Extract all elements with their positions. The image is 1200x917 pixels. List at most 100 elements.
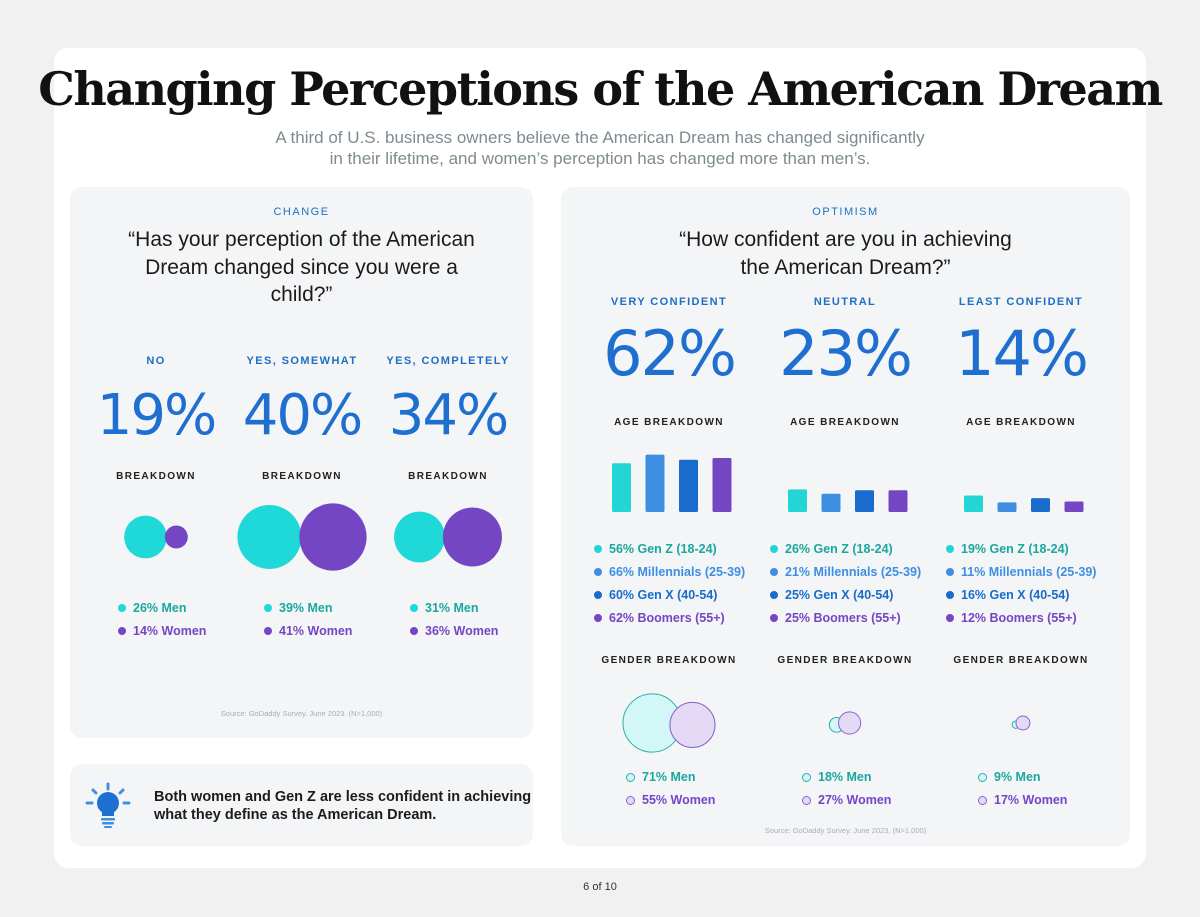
bar-boomers [888,490,908,512]
legend-gen-z: 26% Gen Z (18-24) [770,542,893,556]
legend-women: 55% Women [626,793,715,807]
age-breakdown-label: AGE BREAKDOWN [790,417,900,428]
legend-men: 26% Men [118,601,187,615]
legend-dot [118,627,126,635]
bar-boomers [712,458,732,512]
answer-percent: 34% [388,383,509,448]
answer-column: NO 19% BREAKDOWN 26% Men 14% Women [83,187,229,738]
confidence-percent: 14% [955,317,1089,390]
answer-column: YES, SOMEWHAT 40% BREAKDOWN 39% Men 41% Wome… [229,187,375,738]
legend-dot [770,614,778,622]
legend-text: 9% Men [994,770,1041,784]
bar-gen-x [1031,498,1050,512]
confidence-column: LEAST CONFIDENT 14% AGE BREAKDOWN 19% Gen Z… [933,187,1109,846]
legend-text: 17% Women [994,793,1068,807]
optimism-question: “How confident are you in achieving the … [561,226,1130,281]
legend-dot [802,795,811,805]
question-line: Dream changed since you were a [145,255,458,279]
legend-millennials: 66% Millennials (25-39) [594,565,745,579]
legend-dot [946,545,954,553]
bar-gen-x [679,459,698,512]
age-bar-chart [788,489,908,512]
bar-gen-z [964,495,983,512]
legend-dot [946,614,954,622]
legend-text: 25% Boomers (55+) [785,611,901,625]
optimism-kicker: OPTIMISM [812,206,879,218]
bar-millennials [821,493,841,512]
legend-women: 14% Women [118,624,206,638]
breakdown-label: BREAKDOWN [116,471,196,482]
legend-dot [264,604,272,612]
legend-dot [594,591,602,599]
tip-line: Both women and Gen Z are less confident … [154,789,532,805]
lightbulb-icon [85,782,131,828]
gender-bubbles [1011,715,1031,731]
question-line: the American Dream?” [740,255,951,279]
answer-label: NO [146,355,166,367]
gender-bubbles [237,503,367,571]
legend-men: 9% Men [978,770,1041,784]
gender-bubbles [622,693,716,753]
change-kicker: CHANGE [273,206,330,218]
women-bubble [164,525,188,549]
legend-women: 36% Women [410,624,498,638]
legend-men: 18% Men [802,770,872,784]
legend-men: 31% Men [410,601,479,615]
confidence-label: LEAST CONFIDENT [958,296,1084,308]
page-title: Changing Perceptions of the American Dre… [38,62,1163,116]
legend-gen-z: 19% Gen Z (18-24) [946,542,1069,556]
legend-text: 66% Millennials (25-39) [609,565,746,579]
legend-dot [594,568,602,576]
legend-dot [594,545,602,553]
legend-women: 17% Women [978,793,1067,807]
legend-text: 41% Women [279,624,353,638]
legend-text: 62% Boomers (55+) [609,611,725,625]
legend-dot [770,591,778,599]
optimism-panel: OPTIMISM “How confident are you in achie… [561,187,1130,846]
change-question: “Has your perception of the American Dre… [70,226,533,309]
legend-text: 16% Gen X (40-54) [961,588,1070,602]
legend-dot [118,604,126,612]
subtitle-line: in their lifetime, and women’s perceptio… [329,149,871,168]
age-bar-chart [964,495,1084,512]
age-breakdown-label: AGE BREAKDOWN [966,417,1076,428]
legend-text: 26% Gen Z (18-24) [785,542,893,556]
breakdown-label: BREAKDOWN [262,471,342,482]
answer-label: YES, COMPLETELY [386,355,510,367]
gender-bubbles [828,711,862,735]
legend-dot [770,568,778,576]
gender-breakdown-label: GENDER BREAKDOWN [777,655,913,666]
legend-text: 56% Gen Z (18-24) [609,542,717,556]
answer-label: YES, SOMEWHAT [246,355,358,367]
legend-dot [978,772,987,782]
legend-dot [410,627,418,635]
age-bar-chart [612,454,732,512]
question-line: “How confident are you in achieving [679,228,1012,251]
gender-bubbles [394,507,502,567]
change-panel: CHANGE “Has your perception of the Ameri… [70,187,533,738]
women-bubble [299,503,367,571]
legend-gen-x: 60% Gen X (40-54) [594,588,717,602]
page-subtitle: A third of U.S. business owners believe … [0,127,1200,169]
legend-boomers: 25% Boomers (55+) [770,611,901,625]
legend-text: 14% Women [133,624,207,638]
insight-tip: Both women and Gen Z are less confident … [70,764,533,846]
confidence-percent: 23% [779,317,913,390]
legend-millennials: 21% Millennials (25-39) [770,565,921,579]
bar-millennials [997,502,1017,512]
legend-boomers: 12% Boomers (55+) [946,611,1077,625]
legend-text: 19% Gen Z (18-24) [961,542,1069,556]
women-bubble [442,507,502,567]
gender-breakdown-label: GENDER BREAKDOWN [953,655,1089,666]
legend-dot [626,772,635,782]
confidence-percent: 62% [603,317,737,390]
legend-millennials: 11% Millennials (25-39) [946,565,1096,579]
women-bubble [1015,715,1031,731]
women-bubble [669,701,716,749]
legend-dot [594,614,602,622]
legend-dot [946,591,954,599]
bar-millennials [645,454,665,512]
tip-line: what they define as the American Dream. [154,807,437,823]
breakdown-label: BREAKDOWN [408,471,488,482]
answer-percent: 40% [242,383,363,448]
